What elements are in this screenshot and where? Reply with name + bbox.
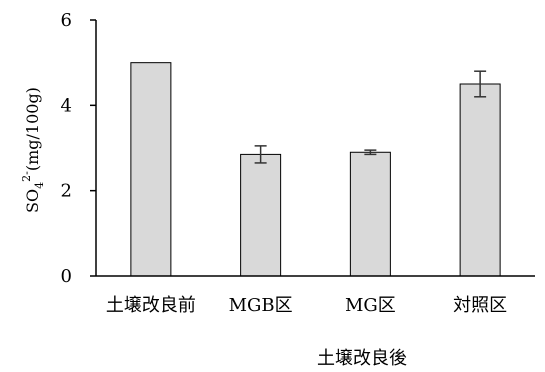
x-category-label: 対照区 — [453, 295, 507, 316]
y-tick-label: 2 — [61, 181, 72, 202]
y-axis-title: SO42-(mg/100g) — [20, 87, 46, 213]
y-axis-title-superscript: 2- — [20, 171, 33, 182]
error-bars-group — [254, 70, 487, 164]
bar — [349, 151, 391, 277]
y-tick-label: 0 — [61, 266, 72, 287]
error-bar — [474, 70, 487, 98]
x-group-label: 土壌改良後 — [317, 348, 407, 369]
error-bar — [254, 145, 267, 164]
y-tick-label: 4 — [61, 95, 72, 116]
bar — [130, 62, 172, 277]
y-axis-ticks: 0 2 4 6 — [61, 10, 96, 287]
x-category-label: MGB区 — [229, 295, 293, 316]
x-axis-labels: 土壌改良前 MGB区 MG区 対照区 — [106, 295, 507, 316]
y-axis-title-prefix: SO — [23, 189, 42, 213]
x-category-label: 土壌改良前 — [106, 295, 196, 316]
bar — [459, 83, 501, 277]
y-axis-title-subscript: 4 — [33, 182, 46, 189]
y-axis-title-unit: (mg/100g) — [23, 87, 42, 171]
bar — [240, 153, 282, 277]
error-bar — [364, 149, 377, 156]
bars-group — [130, 62, 501, 277]
x-category-label: MG区 — [345, 295, 396, 316]
y-tick-label: 6 — [61, 10, 72, 31]
